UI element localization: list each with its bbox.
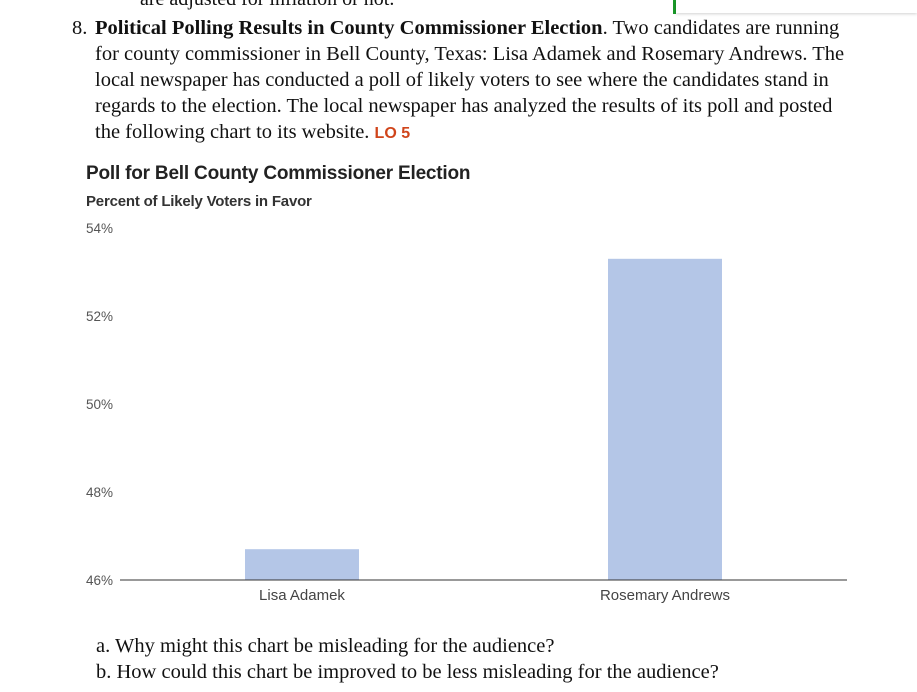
problem-8: 8. Political Polling Results in County C… — [72, 15, 852, 147]
scroll-indicator — [673, 0, 676, 14]
question-letter: b. — [96, 661, 112, 683]
chart-title: Poll for Bell County Commissioner Electi… — [86, 163, 471, 184]
category-label: Lisa Adamek — [259, 587, 345, 604]
bar-rosemary-andrews — [608, 258, 722, 580]
title-period: . — [602, 17, 613, 39]
previous-problem-text: are adjusted for inflation or not. — [140, 0, 394, 9]
bar-lisa-adamek — [245, 549, 359, 580]
category-label: Rosemary Andrews — [600, 587, 730, 604]
overlay-panel — [676, 0, 917, 13]
question-text: Why might this chart be misleading for t… — [115, 635, 555, 657]
problem-title: Political Polling Results in County Comm… — [95, 17, 603, 39]
question-letter: a. — [96, 635, 111, 657]
question-a: a. Why might this chart be misleading fo… — [96, 633, 719, 659]
y-tick-label: 46% — [86, 573, 113, 588]
y-tick-label: 54% — [86, 221, 113, 236]
y-tick-label: 50% — [86, 397, 113, 412]
problem-body: Two candidates are running for county co… — [95, 17, 845, 143]
questions-list: a. Why might this chart be misleading fo… — [96, 633, 719, 685]
learning-objective-badge: LO 5 — [374, 125, 411, 142]
question-text: How could this chart be improved to be l… — [116, 661, 719, 683]
y-tick-label: 48% — [86, 485, 113, 500]
question-b: b. How could this chart be improved to b… — [96, 659, 719, 685]
problem-number: 8. — [72, 17, 88, 39]
chart-subtitle: Percent of Likely Voters in Favor — [86, 193, 312, 210]
y-tick-label: 52% — [86, 309, 113, 324]
